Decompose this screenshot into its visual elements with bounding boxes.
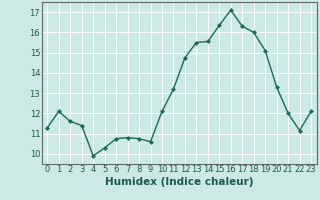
X-axis label: Humidex (Indice chaleur): Humidex (Indice chaleur) — [105, 177, 253, 187]
